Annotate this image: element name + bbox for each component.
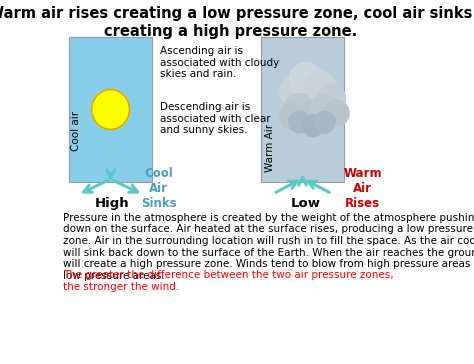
Circle shape xyxy=(280,76,309,107)
Bar xyxy=(70,37,152,182)
Circle shape xyxy=(302,115,323,136)
Text: Cool
Air
Sinks: Cool Air Sinks xyxy=(141,167,176,210)
Circle shape xyxy=(284,94,314,126)
Text: Ascending air is
associated with cloudy
skies and rain.: Ascending air is associated with cloudy … xyxy=(160,46,280,79)
Text: Warm Air: Warm Air xyxy=(265,123,275,171)
Circle shape xyxy=(92,90,129,130)
Text: Low: Low xyxy=(291,197,321,210)
Circle shape xyxy=(289,111,310,133)
Text: High: High xyxy=(95,197,130,210)
Circle shape xyxy=(289,62,323,99)
Circle shape xyxy=(318,84,346,113)
Circle shape xyxy=(304,71,336,104)
Circle shape xyxy=(280,104,305,130)
Circle shape xyxy=(325,100,349,126)
Text: Pressure in the atmosphere is created by the weight of the atmosphere pushing
do: Pressure in the atmosphere is created by… xyxy=(63,213,474,281)
Circle shape xyxy=(310,94,339,125)
Text: Descending air is
associated with clear
and sunny skies.: Descending air is associated with clear … xyxy=(160,102,271,135)
Text: Warm air rises creating a low pressure zone, cool air sinks
creating a high pres: Warm air rises creating a low pressure z… xyxy=(0,6,473,39)
Bar xyxy=(262,37,344,182)
Text: Cool air: Cool air xyxy=(71,111,81,151)
Text: The greater the difference between the two air pressure zones,
the stronger the : The greater the difference between the t… xyxy=(63,270,393,292)
Circle shape xyxy=(315,111,335,133)
Text: Warm
Air
Rises: Warm Air Rises xyxy=(343,167,382,210)
Circle shape xyxy=(299,102,327,132)
